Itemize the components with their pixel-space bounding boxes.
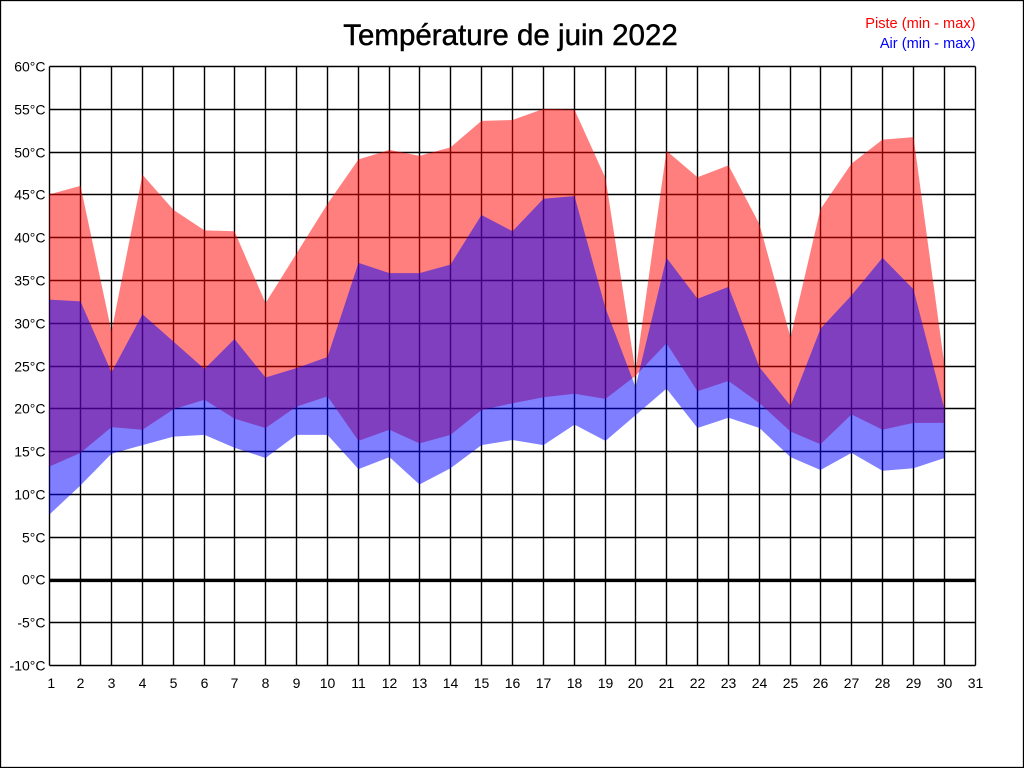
svg-text:0°C: 0°C: [22, 572, 46, 588]
svg-text:5: 5: [170, 675, 178, 691]
svg-text:14: 14: [443, 675, 459, 691]
svg-text:55°C: 55°C: [14, 102, 45, 118]
svg-text:30°C: 30°C: [14, 316, 45, 332]
svg-text:13: 13: [412, 675, 428, 691]
svg-text:10°C: 10°C: [14, 487, 45, 503]
svg-text:10: 10: [320, 675, 336, 691]
svg-text:Air (min - max): Air (min - max): [880, 36, 976, 52]
svg-text:20°C: 20°C: [14, 401, 45, 417]
svg-text:19: 19: [598, 675, 614, 691]
svg-text:26: 26: [813, 675, 829, 691]
svg-text:22: 22: [690, 675, 706, 691]
svg-text:12: 12: [382, 675, 398, 691]
svg-text:9: 9: [293, 675, 301, 691]
svg-text:7: 7: [231, 675, 239, 691]
svg-text:18: 18: [567, 675, 583, 691]
svg-text:24: 24: [752, 675, 768, 691]
svg-text:6: 6: [201, 675, 209, 691]
svg-text:1: 1: [47, 675, 55, 691]
svg-text:15°C: 15°C: [14, 444, 45, 460]
svg-text:8: 8: [262, 675, 270, 691]
svg-text:5°C: 5°C: [22, 530, 46, 546]
svg-text:27: 27: [844, 675, 860, 691]
svg-text:25: 25: [783, 675, 799, 691]
svg-text:3: 3: [108, 675, 116, 691]
svg-text:2: 2: [77, 675, 85, 691]
svg-text:30: 30: [937, 675, 953, 691]
svg-text:20: 20: [628, 675, 644, 691]
svg-text:17: 17: [536, 675, 552, 691]
svg-text:-10°C: -10°C: [10, 658, 46, 674]
svg-text:50°C: 50°C: [14, 145, 45, 161]
svg-text:40°C: 40°C: [14, 230, 45, 246]
svg-text:21: 21: [659, 675, 675, 691]
svg-text:11: 11: [351, 675, 366, 691]
svg-text:-5°C: -5°C: [17, 615, 45, 631]
svg-text:28: 28: [875, 675, 891, 691]
svg-text:60°C: 60°C: [14, 59, 45, 75]
svg-text:23: 23: [721, 675, 737, 691]
svg-text:15: 15: [474, 675, 490, 691]
svg-text:4: 4: [139, 675, 147, 691]
svg-text:Température de juin 2022: Température de juin 2022: [343, 19, 678, 52]
svg-text:31: 31: [968, 675, 984, 691]
svg-text:25°C: 25°C: [14, 359, 45, 375]
svg-text:29: 29: [906, 675, 922, 691]
svg-text:Piste (min - max): Piste (min - max): [865, 16, 975, 32]
svg-text:16: 16: [505, 675, 521, 691]
svg-text:45°C: 45°C: [14, 187, 45, 203]
svg-text:35°C: 35°C: [14, 273, 45, 289]
